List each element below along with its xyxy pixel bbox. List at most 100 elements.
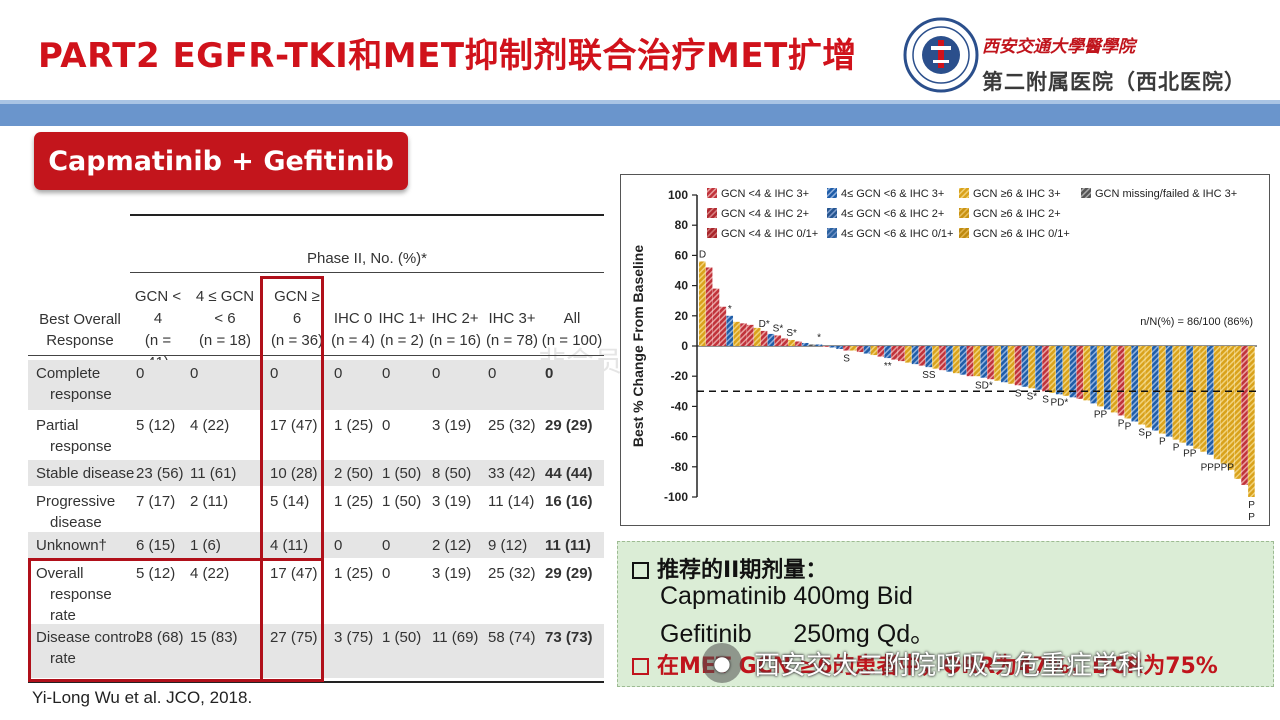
y-tick-label: -40 <box>671 399 689 413</box>
legend-label: GCN ≥6 & IHC 2+ <box>973 208 1061 220</box>
bar-label: S* <box>773 323 784 334</box>
bar <box>1124 346 1132 419</box>
bar <box>1028 346 1036 389</box>
bar <box>884 346 891 359</box>
table-cell: 25 (32) <box>488 565 536 582</box>
table-cell: 16 (16) <box>545 493 593 510</box>
bar <box>980 346 987 378</box>
bar <box>994 346 1001 381</box>
row-label: rate <box>50 607 76 624</box>
bar <box>843 346 850 351</box>
bar <box>1200 346 1207 452</box>
wechat-icon: ● <box>702 643 742 683</box>
table-cell: 28 (68) <box>136 629 184 646</box>
table-cell: 23 (56) <box>136 465 184 482</box>
result-text: 在MET GCN ≥6的患者中，ORR为47%，DCR为75% <box>657 654 1218 679</box>
table-cell: 29 (29) <box>545 565 593 582</box>
column-header: 6 <box>292 310 302 327</box>
bar <box>1186 346 1193 446</box>
table-cell: 0 <box>545 365 554 382</box>
bar-label: PP <box>1183 449 1197 460</box>
table-bottom-rule <box>28 681 604 683</box>
bar <box>856 346 864 353</box>
bar <box>959 346 967 375</box>
column-header: (n = 16) <box>428 332 482 349</box>
bar <box>952 346 960 374</box>
bar <box>1131 346 1139 422</box>
bar <box>1227 346 1235 470</box>
table-cell: 3 (19) <box>432 417 472 434</box>
legend-swatch <box>707 188 717 198</box>
bar <box>760 330 768 346</box>
header-band-light <box>0 100 1280 106</box>
table-cell: 4 (22) <box>190 565 230 582</box>
bar <box>863 346 871 354</box>
bar-label: P <box>1125 421 1132 432</box>
bar <box>1069 346 1077 398</box>
bar <box>747 324 754 346</box>
bar <box>911 346 919 365</box>
bar <box>1103 346 1111 410</box>
bar-label: P <box>1248 500 1255 511</box>
bar <box>829 346 836 348</box>
bar-label: D* <box>759 319 770 330</box>
row-header: Response <box>46 332 114 349</box>
bar <box>740 323 747 346</box>
table-cell: 1 (6) <box>190 537 221 554</box>
bar <box>1007 346 1015 384</box>
bar <box>788 339 795 346</box>
row-label: Unknown† <box>36 537 107 554</box>
column-header: (n = 18) <box>198 332 252 349</box>
table-cell: 2 (11) <box>190 493 229 510</box>
table-cell: 10 (28) <box>270 465 318 482</box>
bar-label: S <box>1042 394 1049 405</box>
phase-header: Phase II, No. (%)* <box>306 250 428 267</box>
legend-label: GCN ≥6 & IHC 3+ <box>973 188 1061 200</box>
table-row-background <box>28 360 604 410</box>
table-cell: 0 <box>334 365 343 382</box>
bar-label: S* <box>786 328 797 339</box>
bar <box>1042 346 1049 392</box>
table-cell: 2 (12) <box>432 537 472 554</box>
y-tick-label: 60 <box>675 248 689 262</box>
checkbox-bullet-red-icon <box>632 658 649 675</box>
bar <box>815 344 823 346</box>
bar <box>733 321 740 346</box>
school-name: 西安交通大學醫學院 <box>982 37 1135 57</box>
response-annotation: n/N(%) = 86/100 (86%) <box>1140 316 1253 328</box>
table-cell: 1 (50) <box>382 493 422 510</box>
column-header: IHC 0 <box>333 310 373 327</box>
bar-label: PP <box>1094 409 1108 420</box>
bar-label: SS <box>922 370 936 381</box>
row-label: Disease control <box>36 629 140 646</box>
bar-label: P <box>1248 512 1255 523</box>
table-cell: 5 (14) <box>270 493 310 510</box>
table-cell: 0 <box>382 365 391 382</box>
legend-label: 4≤ GCN <6 & IHC 3+ <box>841 188 944 200</box>
bar <box>774 335 782 346</box>
legend-swatch <box>707 208 717 218</box>
bar <box>801 342 809 346</box>
bar <box>1172 346 1180 440</box>
hospital-logo: 西安交通大學醫學院 第二附属医院（西北医院） <box>902 14 1274 100</box>
column-header: (n = 100) <box>541 332 603 349</box>
bar <box>891 346 898 360</box>
row-label: Progressive <box>36 493 116 510</box>
legend-swatch <box>827 188 837 198</box>
table-cell: 3 (19) <box>432 493 472 510</box>
bar <box>918 346 926 366</box>
row-label: Overall <box>36 565 84 582</box>
column-header: GCN < <box>134 288 182 305</box>
table-row-background <box>28 460 604 486</box>
bar <box>973 346 981 377</box>
table-cell: 1 (25) <box>334 493 374 510</box>
table-cell: 0 <box>382 537 391 554</box>
table-cell: 0 <box>136 365 145 382</box>
university-seal-icon <box>903 17 979 93</box>
bar <box>1014 346 1022 386</box>
legend-swatch <box>827 228 837 238</box>
bar <box>1083 346 1090 401</box>
rate-rows-highlight-box <box>28 558 324 682</box>
table-cell: 5 (12) <box>136 565 176 582</box>
table-cell: 5 (12) <box>136 417 176 434</box>
